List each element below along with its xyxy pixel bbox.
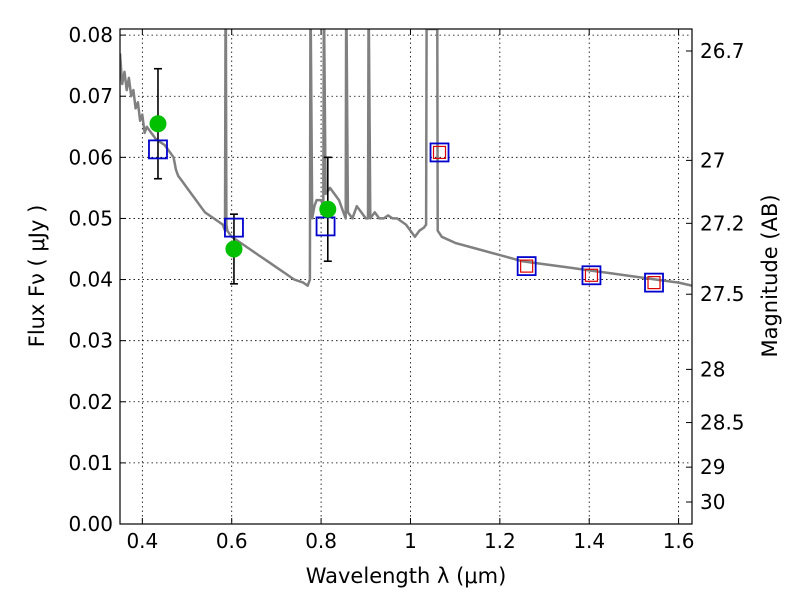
model-photometry-inner-square	[432, 145, 447, 160]
y2-axis-title: Magnitude (AB)	[758, 194, 782, 357]
x-tick-label: 1	[404, 529, 417, 553]
model-photometry-inner-square	[647, 276, 661, 290]
x-tick-label: 1.6	[663, 529, 695, 553]
grid-lines	[120, 29, 692, 525]
y-tick-label: 0.03	[68, 329, 113, 353]
y-tick-label: 0.08	[68, 23, 113, 47]
plot-frame	[119, 28, 693, 525]
model-photometry-inner-square	[584, 268, 599, 282]
model-photometry-square	[581, 265, 602, 286]
plot-data	[120, 29, 692, 287]
model-photometry-square	[644, 272, 664, 293]
y2-tick-label: 28.5	[700, 411, 745, 435]
y-tick-label: 0.05	[68, 206, 113, 230]
model-photometry-square	[516, 256, 537, 277]
y2-tick-label: 26.7	[700, 39, 745, 63]
y-tick-label: 0.01	[68, 451, 113, 475]
x-tick-label: 1.4	[573, 529, 605, 553]
x-tick-label: 0.8	[305, 529, 337, 553]
y2-tick-label: 30	[700, 490, 725, 514]
y-tick-label: 0.07	[68, 84, 113, 108]
x-tick-label: 1.2	[484, 529, 516, 553]
y2-tick-label: 27.2	[700, 211, 745, 235]
y2-tick-label: 29	[700, 455, 725, 479]
y-tick-label: 0.02	[68, 390, 113, 414]
axis-ticks: 0.4 0.6 0.8 1 1.2 1.4 1.6 0.00 0.01 0.02 0.03 0.04 0…	[68, 23, 744, 553]
x-tick-label: 0.6	[216, 529, 248, 553]
observed-flux-point	[319, 200, 337, 218]
x-tick-label: 0.4	[126, 529, 158, 553]
y-tick-label: 0.00	[68, 512, 113, 536]
y2-tick-label: 27.5	[700, 282, 745, 306]
y-tick-label: 0.04	[68, 268, 113, 292]
model-photometry-square	[148, 139, 168, 160]
model-photometry-inner-square	[520, 259, 534, 273]
observed-flux-point	[225, 240, 243, 258]
model-photometry-square	[429, 142, 450, 163]
y-tick-label: 0.06	[68, 145, 113, 169]
observed-flux-point	[149, 115, 167, 133]
model-spectrum-line	[120, 29, 692, 287]
model-photometry-square	[224, 217, 244, 238]
x-axis-title: Wavelength λ (μm)	[306, 564, 507, 588]
y-axis-title: Flux Fν ( μJy )	[25, 205, 49, 348]
y2-tick-label: 28	[700, 357, 725, 381]
plot-markers	[148, 67, 664, 293]
y2-tick-label: 27	[700, 148, 725, 172]
